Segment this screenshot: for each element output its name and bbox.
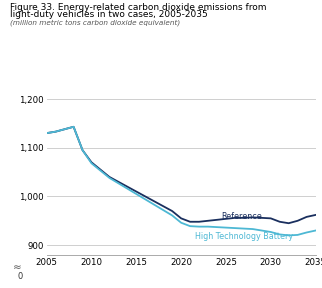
Text: High Technology Battery: High Technology Battery — [194, 232, 293, 241]
Text: Figure 33. Energy-related carbon dioxide emissions from: Figure 33. Energy-related carbon dioxide… — [10, 3, 266, 12]
Text: (million metric tons carbon dioxide equivalent): (million metric tons carbon dioxide equi… — [10, 20, 180, 26]
Text: ≈: ≈ — [13, 262, 22, 272]
Text: 0: 0 — [18, 272, 23, 281]
Text: Reference: Reference — [222, 212, 262, 221]
Text: light-duty vehicles in two cases, 2005-2035: light-duty vehicles in two cases, 2005-2… — [10, 10, 207, 19]
